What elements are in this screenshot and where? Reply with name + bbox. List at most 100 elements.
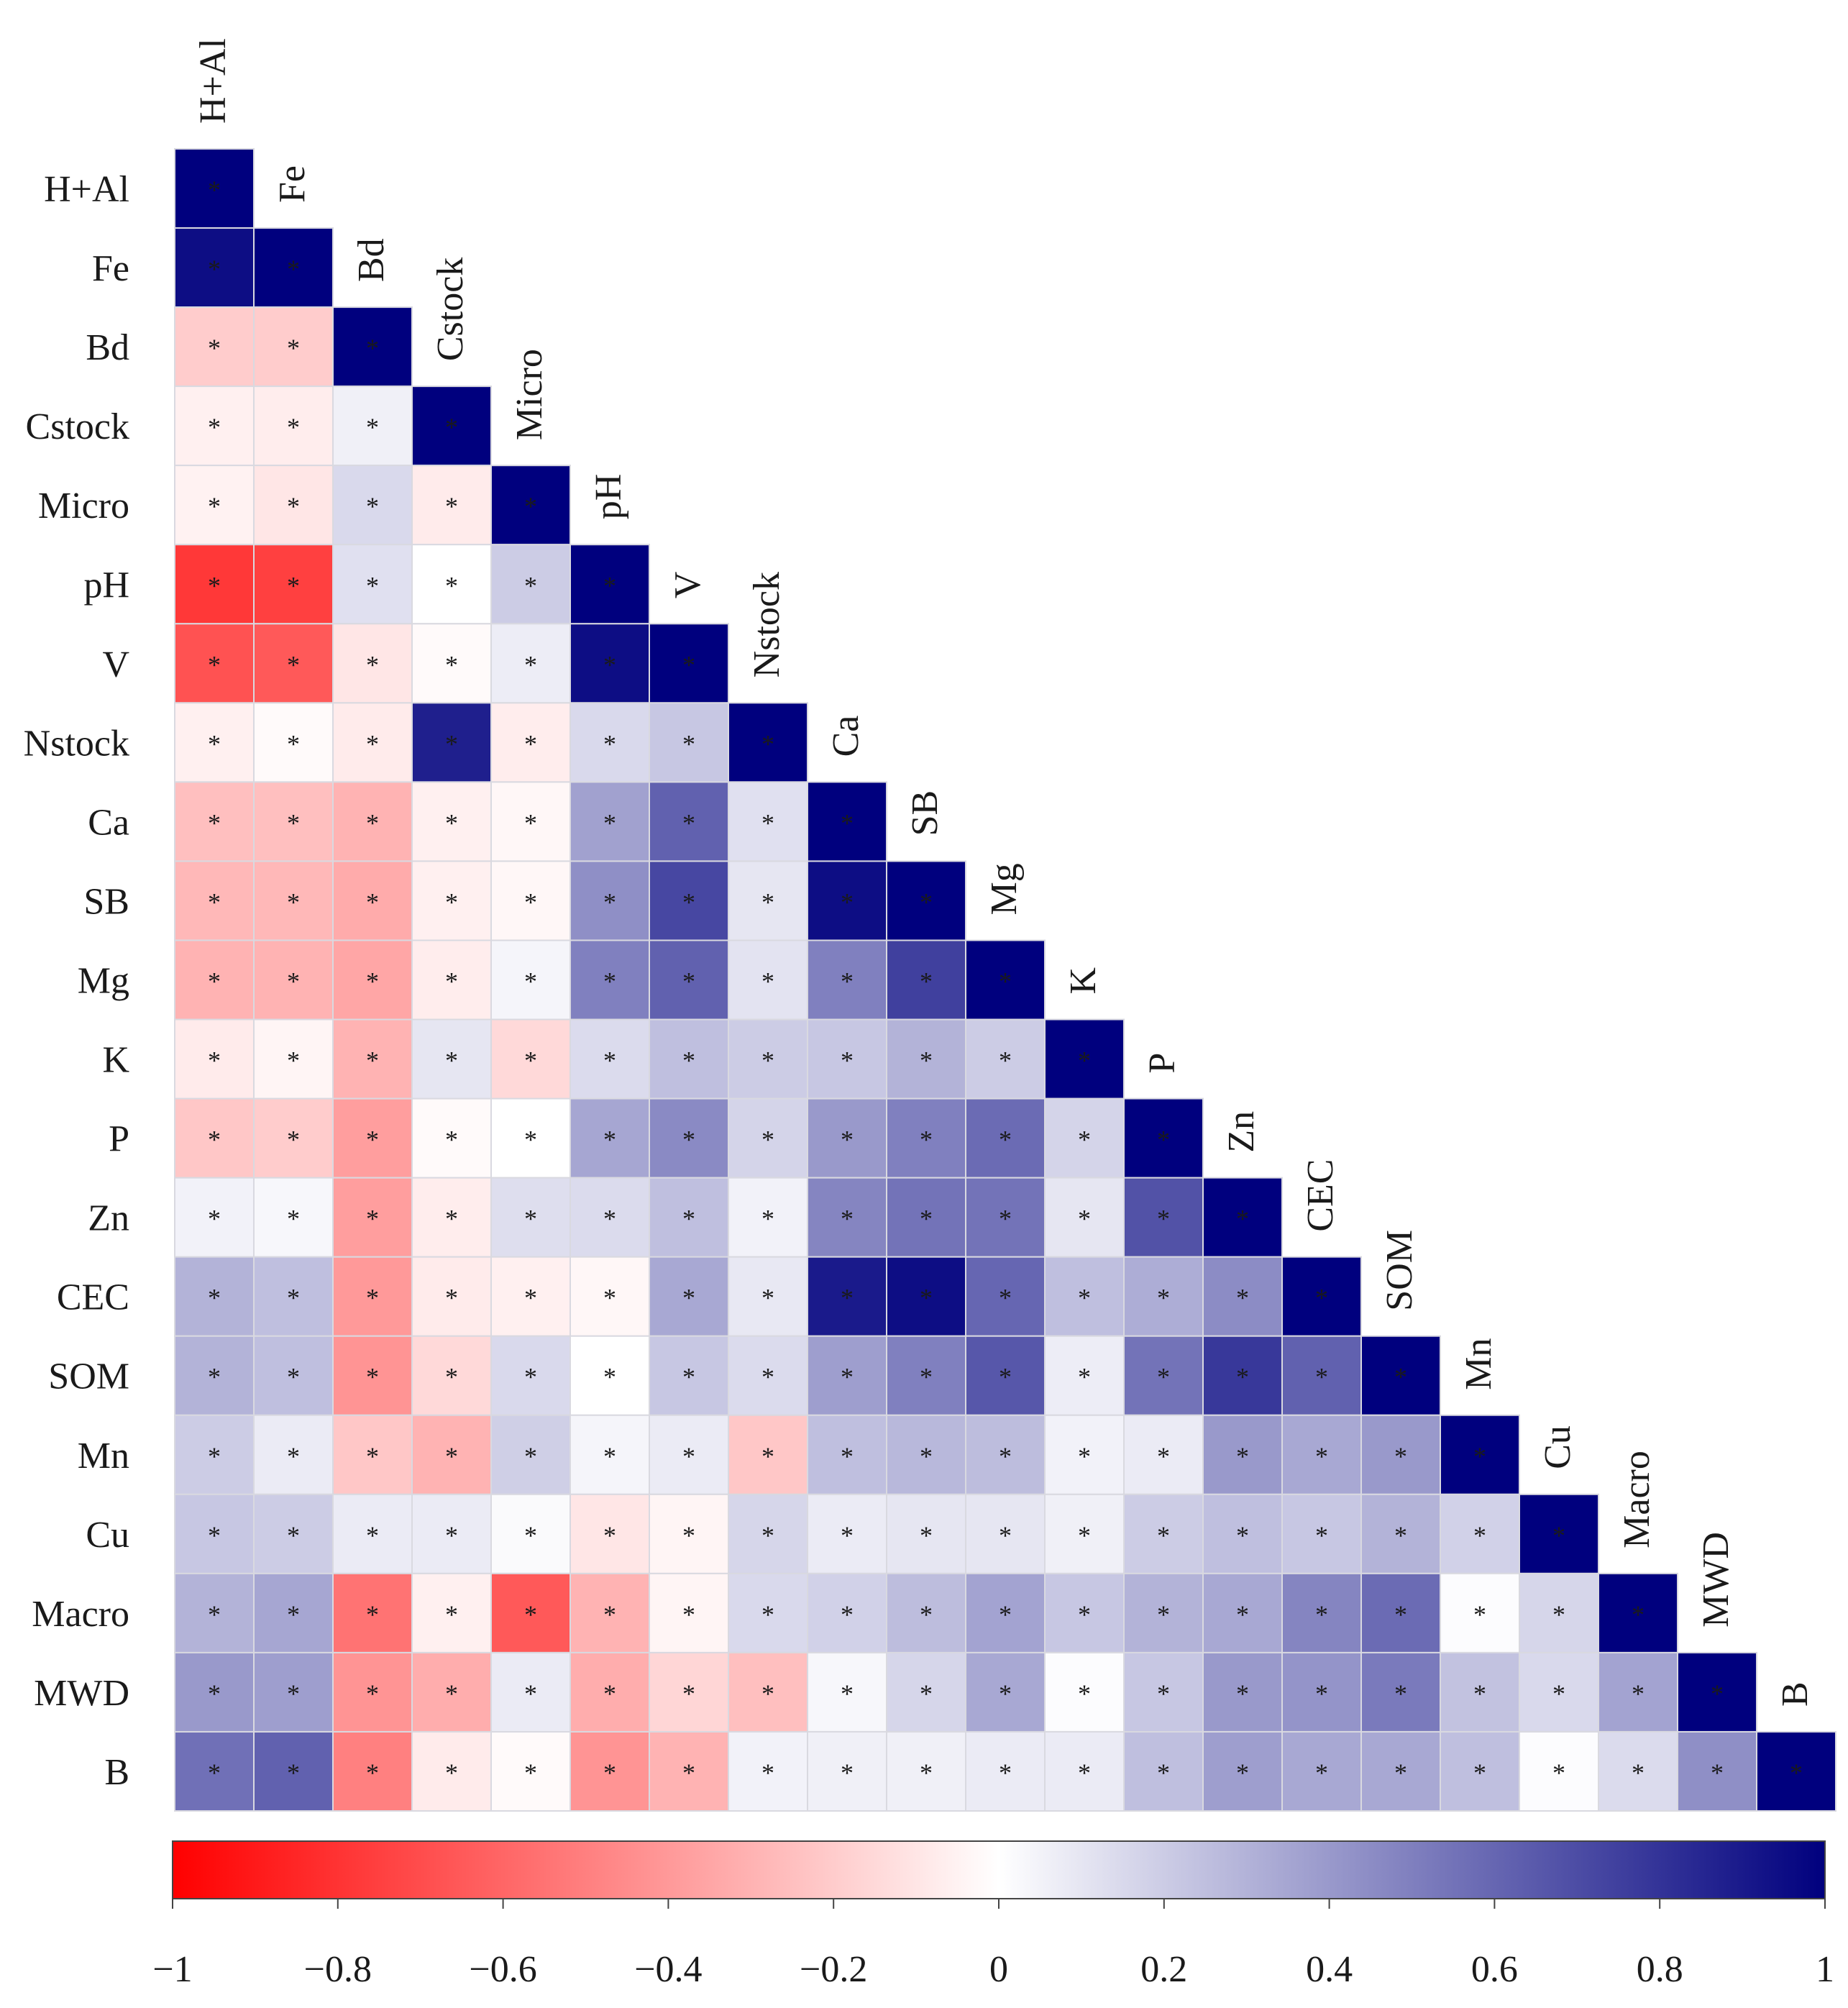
significance-marker: * [920, 1046, 933, 1075]
cell-Macro-Cu [1519, 1572, 1599, 1653]
cell-P-V [649, 1097, 729, 1179]
significance-marker: * [445, 1521, 458, 1550]
cell-Macro-Micro [490, 1572, 571, 1653]
significance-marker: * [208, 175, 221, 204]
significance-marker: * [999, 1521, 1012, 1550]
cell-Zn-Zn [1202, 1177, 1283, 1258]
cell-P-SB [886, 1097, 966, 1179]
column-label: K [1063, 967, 1104, 995]
cell-Micro-Fe [253, 465, 334, 546]
colorbar: −1 −0.8 −0.6 −0.4 −0.2 0 0.2 0.4 0.6 0.8 1 [152, 1840, 1834, 1990]
cell-SB-pH [570, 860, 650, 941]
cell-V-Cstock [411, 623, 492, 704]
cell-Cu-Zn [1202, 1493, 1283, 1574]
significance-marker: * [1552, 1521, 1565, 1550]
cell-Mg-H+Al [174, 939, 255, 1021]
cell-SB-Micro [490, 860, 571, 941]
row-labels: H+Al Fe Bd Cstock Micro pH V Nstock Ca SB Mg KP Zn CE… [24, 169, 130, 1793]
significance-marker: * [1473, 1442, 1486, 1471]
significance-marker: * [208, 1600, 221, 1629]
significance-marker: * [524, 1442, 537, 1471]
significance-marker: * [524, 650, 537, 679]
cell-Mn-V [649, 1414, 729, 1495]
cell-Macro-pH [570, 1572, 650, 1653]
cell-Zn-Ca [807, 1177, 887, 1258]
significance-marker: * [841, 808, 854, 837]
significance-marker: * [1157, 1758, 1170, 1787]
cell-Zn-K [1044, 1177, 1125, 1258]
column-label: B [1775, 1681, 1816, 1707]
significance-marker: * [366, 334, 379, 362]
significance-marker: * [524, 1126, 537, 1154]
significance-marker: * [603, 1046, 616, 1075]
significance-marker: * [366, 1600, 379, 1629]
cell-Zn-Cstock [411, 1177, 492, 1258]
significance-marker: * [524, 1600, 537, 1629]
column-label: SB [905, 790, 946, 836]
significance-marker: * [1078, 1205, 1091, 1233]
significance-marker: * [603, 729, 616, 758]
significance-marker: * [208, 1442, 221, 1471]
significance-marker: * [1394, 1521, 1407, 1550]
significance-marker: * [761, 967, 774, 996]
significance-marker: * [841, 967, 854, 996]
significance-marker: * [287, 1046, 300, 1075]
cell-MWD-SOM [1360, 1651, 1441, 1733]
significance-marker: * [1236, 1284, 1249, 1313]
cell-Macro-Nstock [728, 1572, 808, 1653]
cell-pH-Bd [332, 544, 413, 625]
column-label: Zn [1221, 1111, 1262, 1153]
cell-Macro-Mg [965, 1572, 1046, 1653]
cell-Cu-Cu [1519, 1493, 1599, 1574]
column-label: V [667, 572, 708, 599]
significance-marker: * [761, 729, 774, 758]
cell-V-V [649, 623, 729, 704]
significance-marker: * [524, 1046, 537, 1075]
cell-B-K [1044, 1730, 1125, 1812]
cell-CEC-SB [886, 1256, 966, 1337]
significance-marker: * [682, 1600, 695, 1629]
significance-marker: * [287, 967, 300, 996]
cell-P-Mg [965, 1097, 1046, 1179]
significance-marker: * [524, 1284, 537, 1313]
cell-pH-Fe [253, 544, 334, 625]
significance-marker: * [208, 1126, 221, 1154]
significance-marker: * [920, 1442, 933, 1471]
cell-Cu-Nstock [728, 1493, 808, 1574]
significance-marker: * [1315, 1758, 1328, 1787]
column-label: CEC [1300, 1159, 1341, 1232]
significance-marker: * [682, 1758, 695, 1787]
cell-SOM-SOM [1360, 1335, 1441, 1416]
cell-B-V [649, 1730, 729, 1812]
cell-Nstock-Bd [332, 702, 413, 783]
cell-Mn-CEC [1281, 1414, 1362, 1495]
cell-SB-H+Al [174, 860, 255, 941]
significance-marker: * [445, 967, 458, 996]
significance-marker: * [287, 1363, 300, 1392]
cell-Bd-Bd [332, 306, 413, 388]
significance-marker: * [603, 1521, 616, 1550]
significance-marker: * [366, 808, 379, 837]
cell-Cu-Ca [807, 1493, 887, 1574]
cell-B-CEC [1281, 1730, 1362, 1812]
significance-marker: * [682, 808, 695, 837]
significance-marker: * [1552, 1600, 1565, 1629]
significance-marker: * [603, 887, 616, 916]
significance-marker: * [1632, 1758, 1645, 1787]
cell-B-MWD [1677, 1730, 1757, 1812]
significance-marker: * [1078, 1521, 1091, 1550]
significance-marker: * [761, 1284, 774, 1313]
cell-Zn-pH [570, 1177, 650, 1258]
cell-B-Cu [1519, 1730, 1599, 1812]
significance-marker: * [761, 1679, 774, 1708]
cell-Ca-Ca [807, 781, 887, 862]
significance-marker: * [208, 334, 221, 362]
significance-marker: * [1394, 1679, 1407, 1708]
significance-marker: * [841, 1284, 854, 1313]
significance-marker: * [208, 650, 221, 679]
row-label: B [104, 1752, 129, 1793]
significance-marker: * [366, 1363, 379, 1392]
cell-P-Ca [807, 1097, 887, 1179]
cell-K-K [1044, 1018, 1125, 1100]
